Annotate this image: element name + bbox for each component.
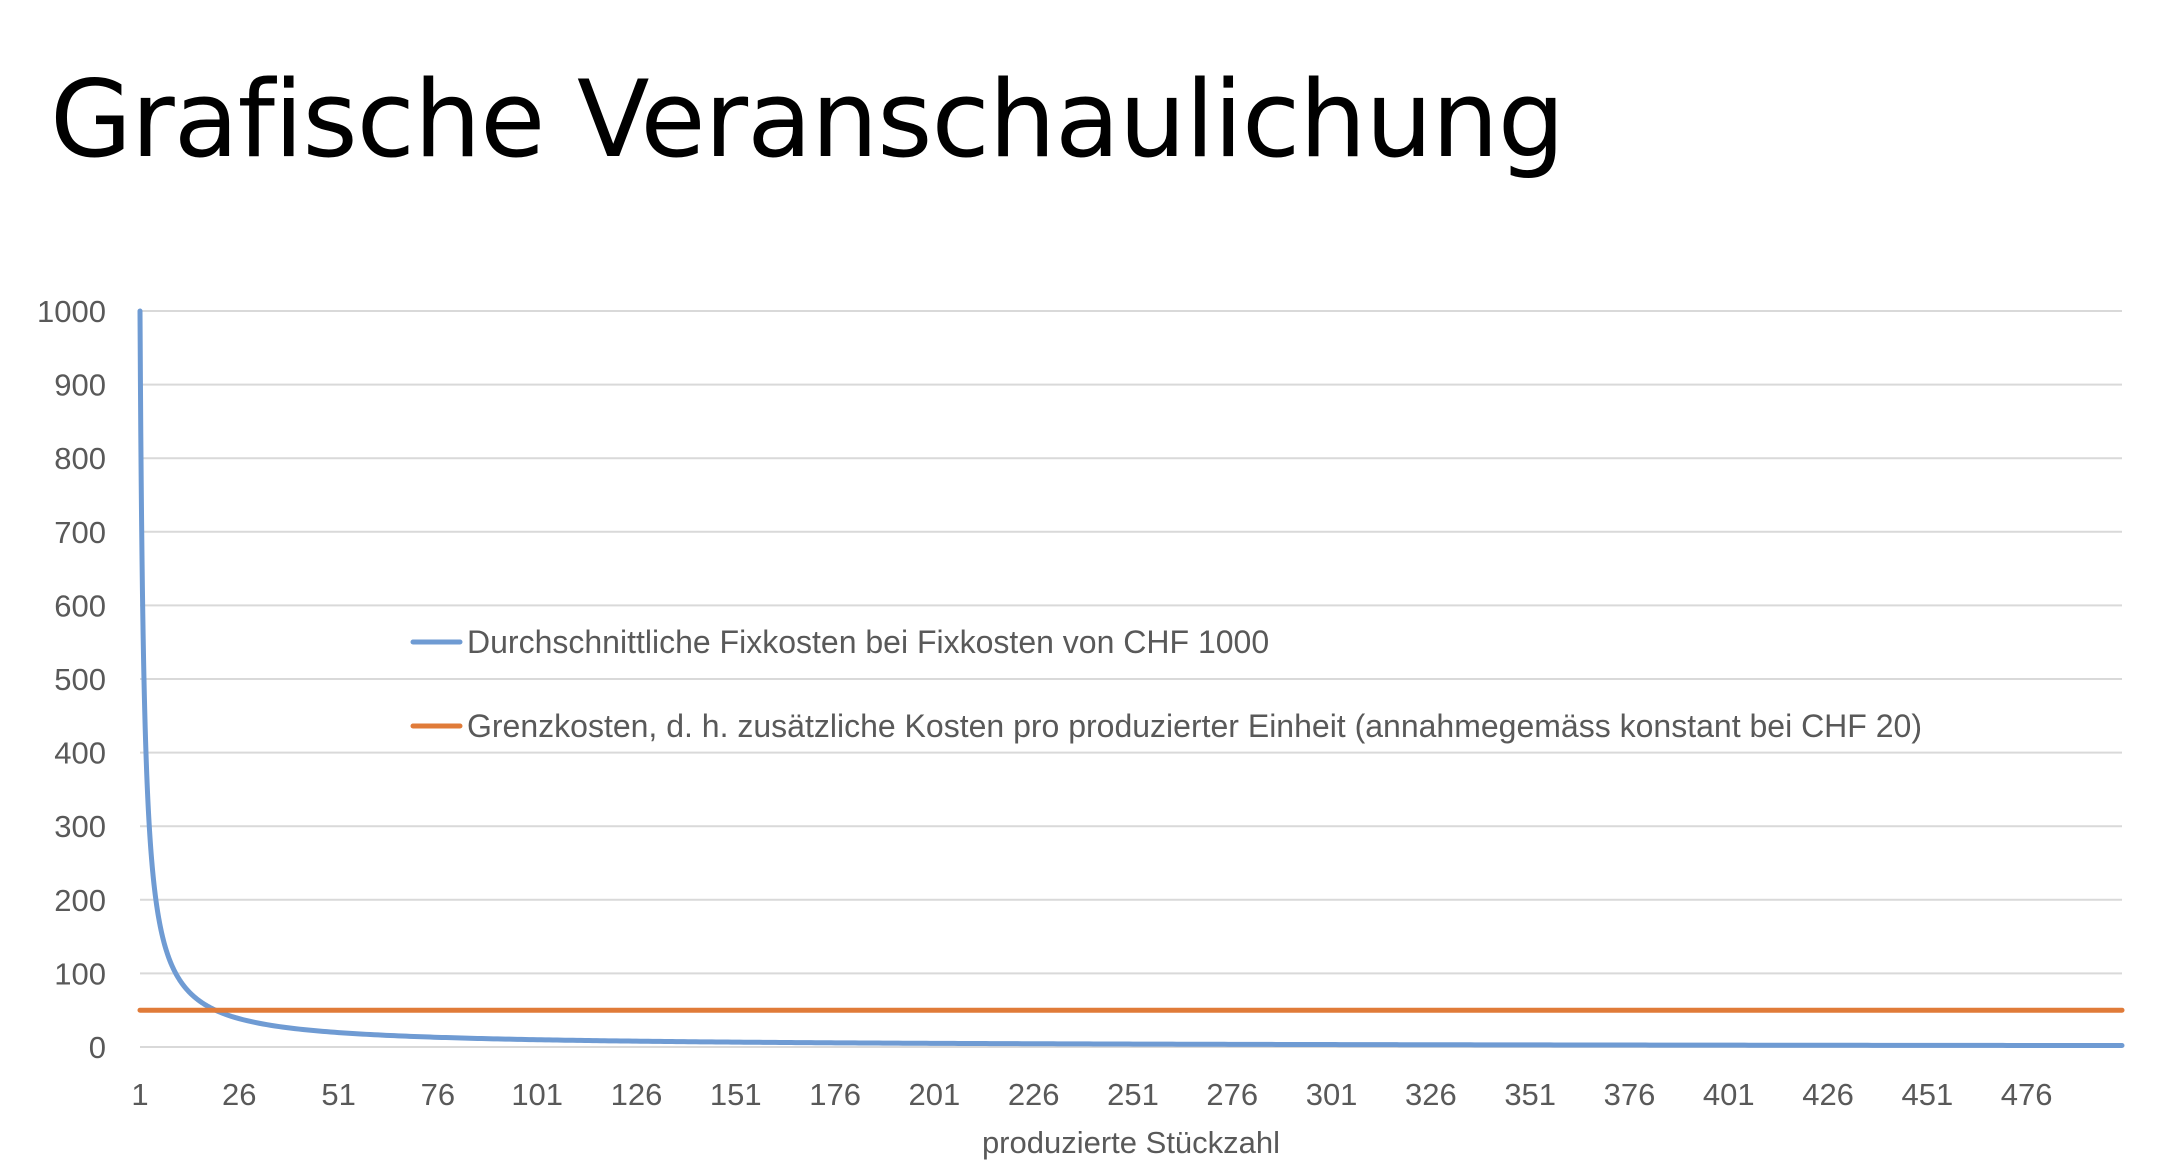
x-tick-label: 1 xyxy=(131,1077,148,1112)
x-tick-label: 326 xyxy=(1405,1077,1457,1112)
x-tick-label: 76 xyxy=(421,1077,455,1112)
y-tick-label: 300 xyxy=(54,809,106,844)
x-tick-label: 126 xyxy=(611,1077,663,1112)
y-tick-label: 600 xyxy=(54,588,106,623)
legend: Durchschnittliche Fixkosten bei Fixkoste… xyxy=(410,624,1922,744)
y-tick-label: 900 xyxy=(54,368,106,403)
y-tick-label: 500 xyxy=(54,662,106,697)
x-tick-label: 376 xyxy=(1604,1077,1656,1112)
y-axis-tick-labels: 0 100 200 300 400 500 600 700 800 900 1000 xyxy=(37,294,106,1065)
x-tick-label: 226 xyxy=(1008,1077,1060,1112)
legend-entry: Grenzkosten, d. h. zusätzliche Kosten pr… xyxy=(467,708,1922,744)
x-tick-label: 176 xyxy=(809,1077,861,1112)
y-tick-label: 200 xyxy=(54,883,106,918)
x-axis-title: produzierte Stückzahl xyxy=(982,1125,1280,1160)
x-tick-label: 151 xyxy=(710,1077,762,1112)
x-tick-label: 476 xyxy=(2001,1077,2053,1112)
series-lines xyxy=(137,308,2125,1049)
x-tick-label: 276 xyxy=(1206,1077,1258,1112)
series-line-average-fixed-costs xyxy=(137,308,2125,1049)
x-tick-label: 426 xyxy=(1802,1077,1854,1112)
gridlines xyxy=(140,310,2122,1048)
x-tick-label: 351 xyxy=(1504,1077,1556,1112)
y-tick-label: 1000 xyxy=(37,294,106,329)
x-tick-label: 301 xyxy=(1306,1077,1358,1112)
y-tick-label: 800 xyxy=(54,441,106,476)
x-tick-label: 26 xyxy=(222,1077,256,1112)
y-tick-label: 100 xyxy=(54,956,106,991)
x-tick-label: 201 xyxy=(909,1077,961,1112)
x-tick-label: 101 xyxy=(511,1077,563,1112)
y-tick-label: 400 xyxy=(54,736,106,771)
x-tick-label: 451 xyxy=(1902,1077,1954,1112)
y-tick-label: 0 xyxy=(89,1030,106,1065)
slide-title: Grafische Veranschaulichung xyxy=(50,58,1565,181)
legend-entry: Durchschnittliche Fixkosten bei Fixkoste… xyxy=(467,624,1269,660)
x-axis-tick-labels: 1 26 51 76 101 126 151 176 201 226 251 276 301 326 351… xyxy=(131,1077,2052,1112)
x-tick-label: 51 xyxy=(321,1077,355,1112)
x-tick-label: 401 xyxy=(1703,1077,1755,1112)
y-tick-label: 700 xyxy=(54,515,106,550)
x-tick-label: 251 xyxy=(1107,1077,1159,1112)
